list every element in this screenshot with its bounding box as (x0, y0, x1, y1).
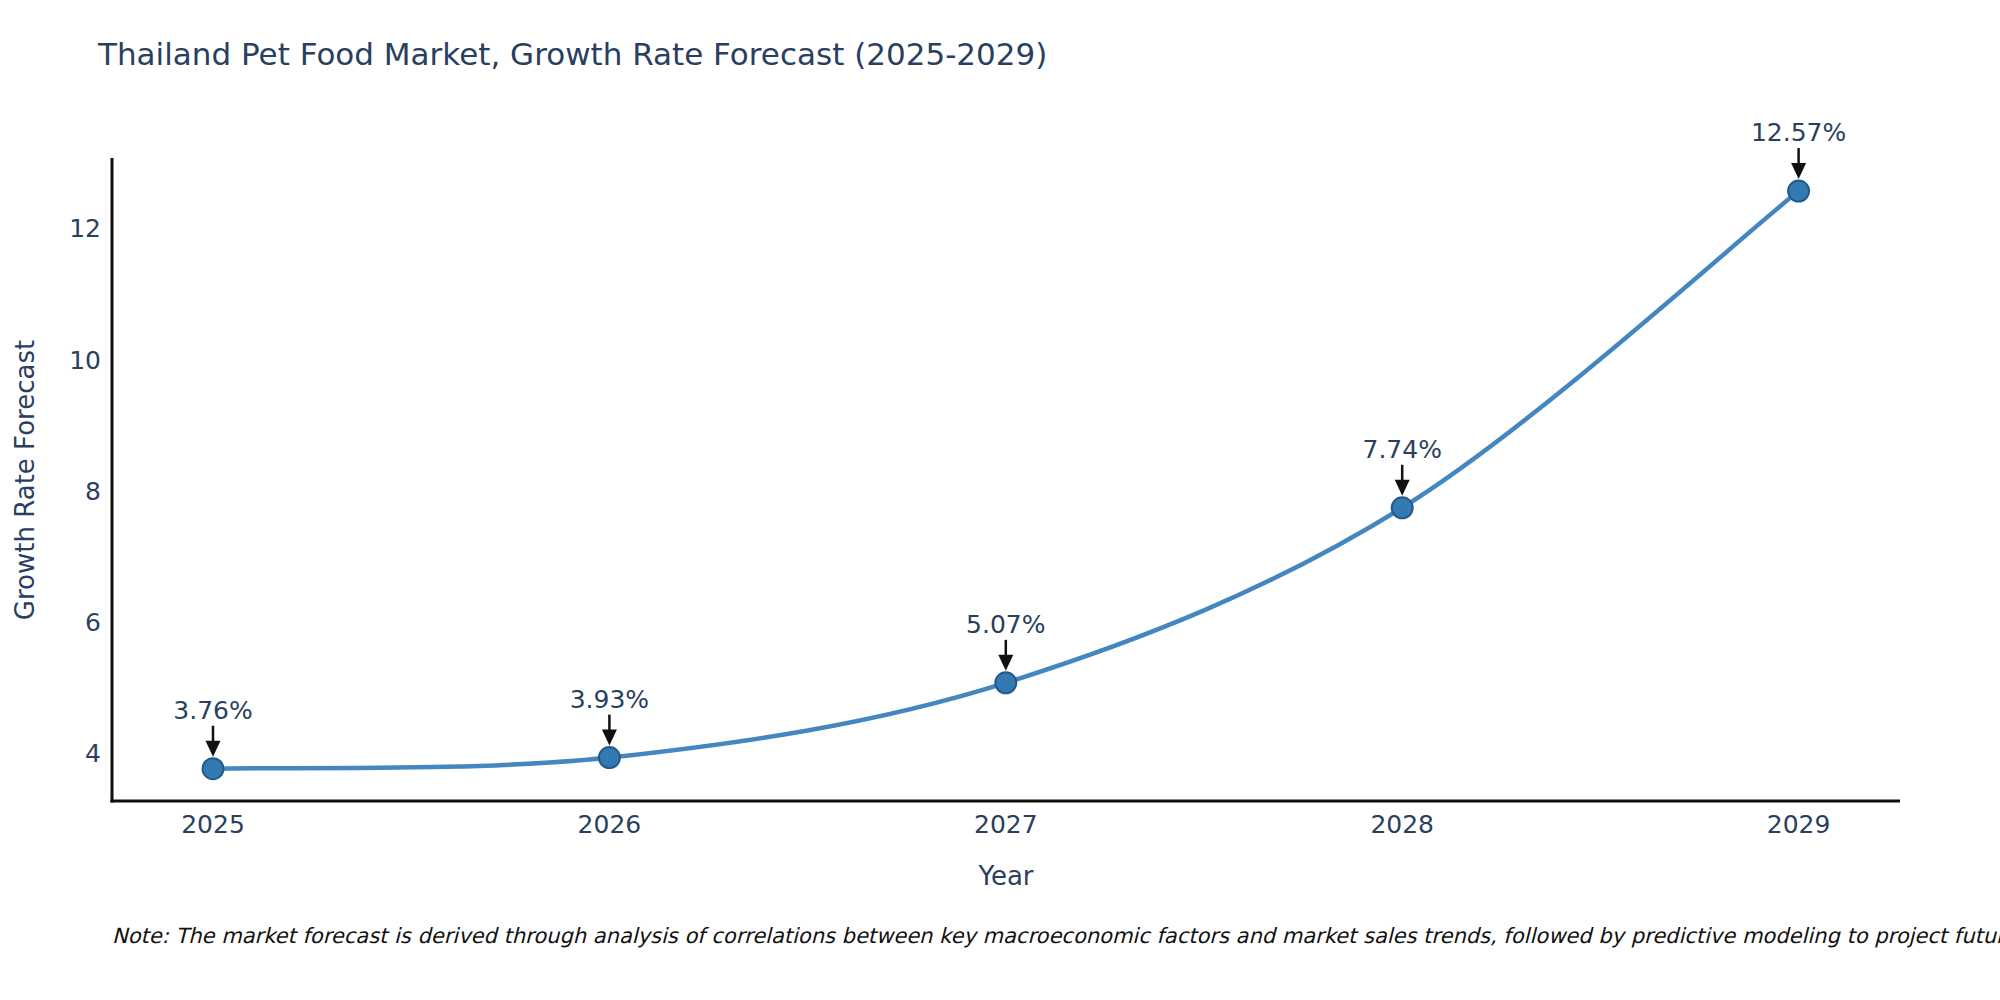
data-point-marker (599, 747, 620, 768)
chart-canvas: 4 6 8 10 12 2025 2026 2027 2028 2029 3.76% 3.93% 5.0… (0, 0, 2000, 1000)
point-value-label: 5.07% (966, 610, 1045, 639)
x-tick-label: 2029 (1767, 810, 1831, 839)
y-tick-label: 4 (85, 739, 101, 768)
data-point-marker (203, 758, 224, 779)
data-point-marker (1392, 497, 1413, 518)
y-tick-label: 6 (85, 608, 101, 637)
y-tick-label: 12 (69, 214, 101, 243)
point-value-label: 12.57% (1751, 118, 1846, 147)
x-tick-label: 2028 (1370, 810, 1434, 839)
annotation-arrowhead (1395, 480, 1410, 496)
point-value-label: 7.74% (1362, 435, 1441, 464)
data-point-marker (995, 672, 1016, 693)
y-tick-label: 8 (85, 477, 101, 506)
annotation-arrowhead (1791, 163, 1806, 179)
chart-figure: Thailand Pet Food Market, Growth Rate Fo… (0, 0, 2000, 1000)
point-value-label: 3.76% (173, 696, 252, 725)
annotation-arrowhead (206, 741, 221, 757)
point-value-label: 3.93% (570, 685, 649, 714)
y-tick-label: 10 (69, 346, 101, 375)
x-tick-label: 2025 (181, 810, 245, 839)
annotation-arrowhead (602, 730, 617, 746)
data-point-marker (1788, 181, 1809, 202)
x-tick-label: 2026 (578, 810, 642, 839)
x-tick-label: 2027 (974, 810, 1038, 839)
annotation-arrowhead (998, 655, 1013, 671)
